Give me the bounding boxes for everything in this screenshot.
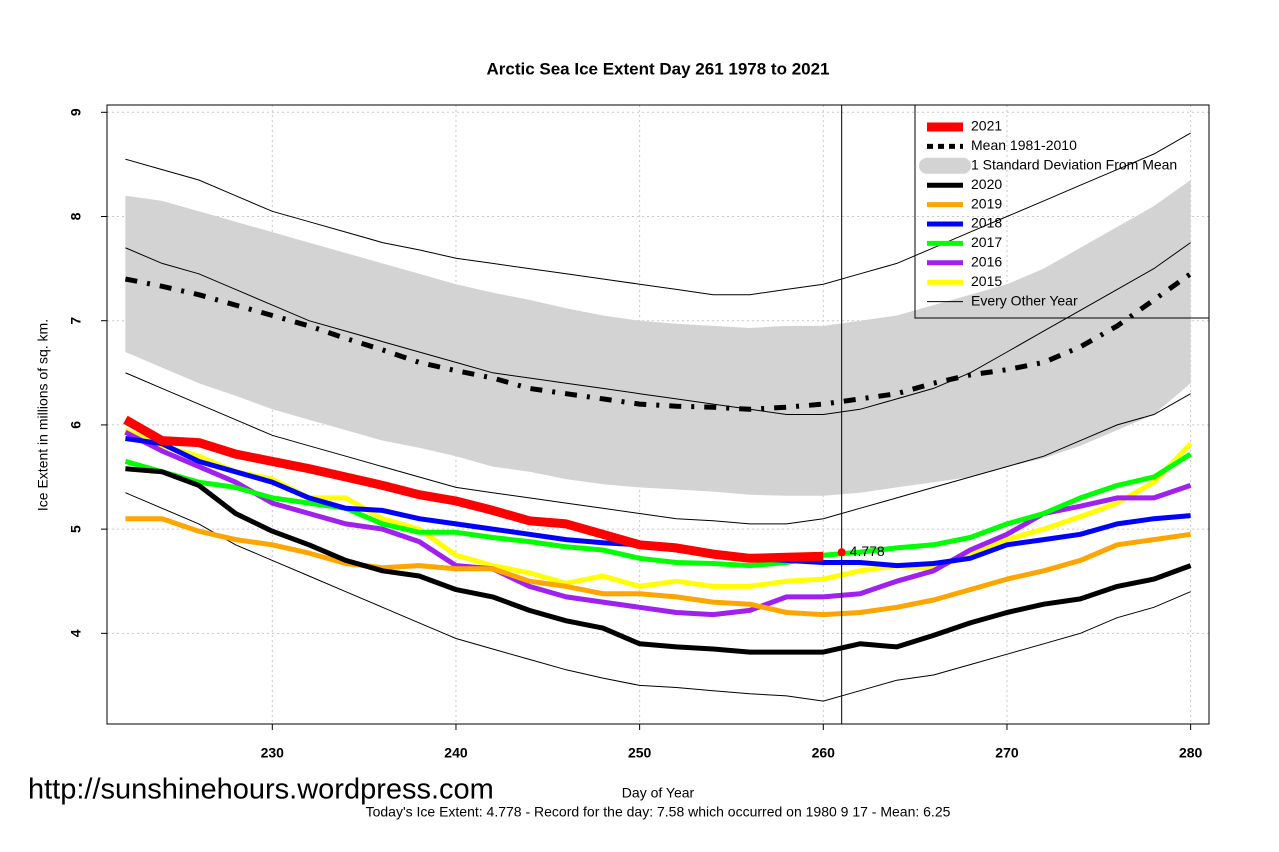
series-line [124,451,1192,569]
y-tick-label: 4 [68,629,84,637]
series-line [125,516,1191,618]
legend-label: 2021 [971,118,1002,134]
current-value-label: 4.778 [850,543,885,559]
series-line [123,415,824,563]
watermark: http://sunshinehours.wordpress.com [28,774,494,806]
y-tick-label: 7 [68,317,84,325]
x-tick-label: 260 [812,745,836,761]
legend-label: 1 Standard Deviation From Mean [971,157,1177,173]
legend-label: 2019 [971,195,1002,211]
x-axis-label: Day of Year [622,785,695,801]
y-tick-label: 9 [68,108,84,116]
x-tick-label: 240 [444,745,468,761]
current-point [837,548,846,557]
plot-frame [106,104,1210,725]
footer: Today's Ice Extent: 4.778 - Record for t… [366,804,951,820]
x-tick-label: 270 [995,745,1019,761]
y-tick-label: 5 [68,525,84,533]
x-tick-label: 230 [261,745,285,761]
y-tick-label: 6 [68,421,84,429]
year-line [125,242,1191,415]
legend-label: 2015 [971,273,1002,289]
series-line [124,271,1193,412]
sd-band [125,180,1191,496]
x-tick-label: 250 [628,745,652,761]
legend-label: Every Other Year [971,292,1078,308]
legend-label: Mean 1981-2010 [971,137,1077,153]
y-tick-label: 8 [68,212,84,220]
legend-label: 2020 [971,176,1002,192]
chart-title: Arctic Sea Ice Extent Day 261 1978 to 20… [486,59,829,78]
year-line [125,492,1191,702]
legend-label: 2016 [971,254,1002,270]
x-tick-label: 280 [1179,745,1203,761]
year-line [125,372,1191,525]
legend-label: 2018 [971,215,1002,231]
series-line [125,466,1192,655]
legend-label: 2017 [971,234,1002,250]
y-axis-label: Ice Extent in millions of sq. km. [35,319,51,511]
series-line [124,429,1192,618]
year-line [125,132,1191,296]
